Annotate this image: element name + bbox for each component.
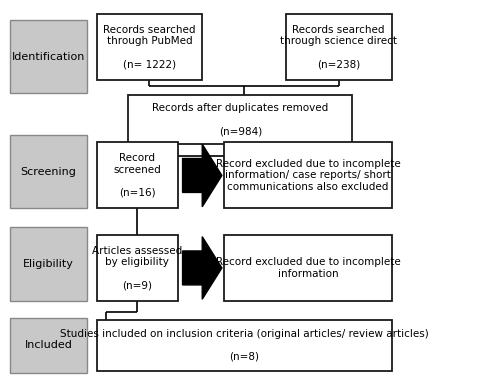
Bar [10, 20, 86, 93]
Text: Record
screened

(n=16): Record screened (n=16) [113, 153, 161, 198]
Text: Studies included on inclusion criteria (original articles/ review articles)

(n=: Studies included on inclusion criteria (… [60, 329, 428, 362]
Polygon shape [182, 237, 222, 299]
Text: Record excluded due to incomplete
information: Record excluded due to incomplete inform… [216, 257, 400, 279]
Text: Records searched
through PubMed

(n= 1222): Records searched through PubMed (n= 1222… [103, 25, 196, 70]
Bar [96, 320, 392, 371]
Bar [128, 95, 352, 144]
Bar [224, 142, 392, 208]
Text: Records searched
through science direct

(n=238): Records searched through science direct … [280, 25, 397, 70]
Bar [224, 235, 392, 301]
Text: Articles assessed
by eligibility

(n=9): Articles assessed by eligibility (n=9) [92, 246, 182, 290]
Text: Record excluded due to incomplete
information/ case reports/ short
communication: Record excluded due to incomplete inform… [216, 159, 400, 192]
Text: Identification: Identification [12, 52, 86, 62]
Text: Records after duplicates removed

(n=984): Records after duplicates removed (n=984) [152, 103, 328, 136]
Bar [10, 135, 86, 208]
Bar [10, 228, 86, 301]
Bar [96, 142, 178, 208]
Text: Included: Included [24, 340, 72, 350]
Bar [96, 235, 178, 301]
Text: Screening: Screening [20, 167, 76, 177]
Polygon shape [182, 144, 222, 207]
Bar [10, 318, 86, 373]
Bar [96, 14, 202, 80]
Text: Eligibility: Eligibility [23, 259, 74, 269]
Bar [286, 14, 392, 80]
